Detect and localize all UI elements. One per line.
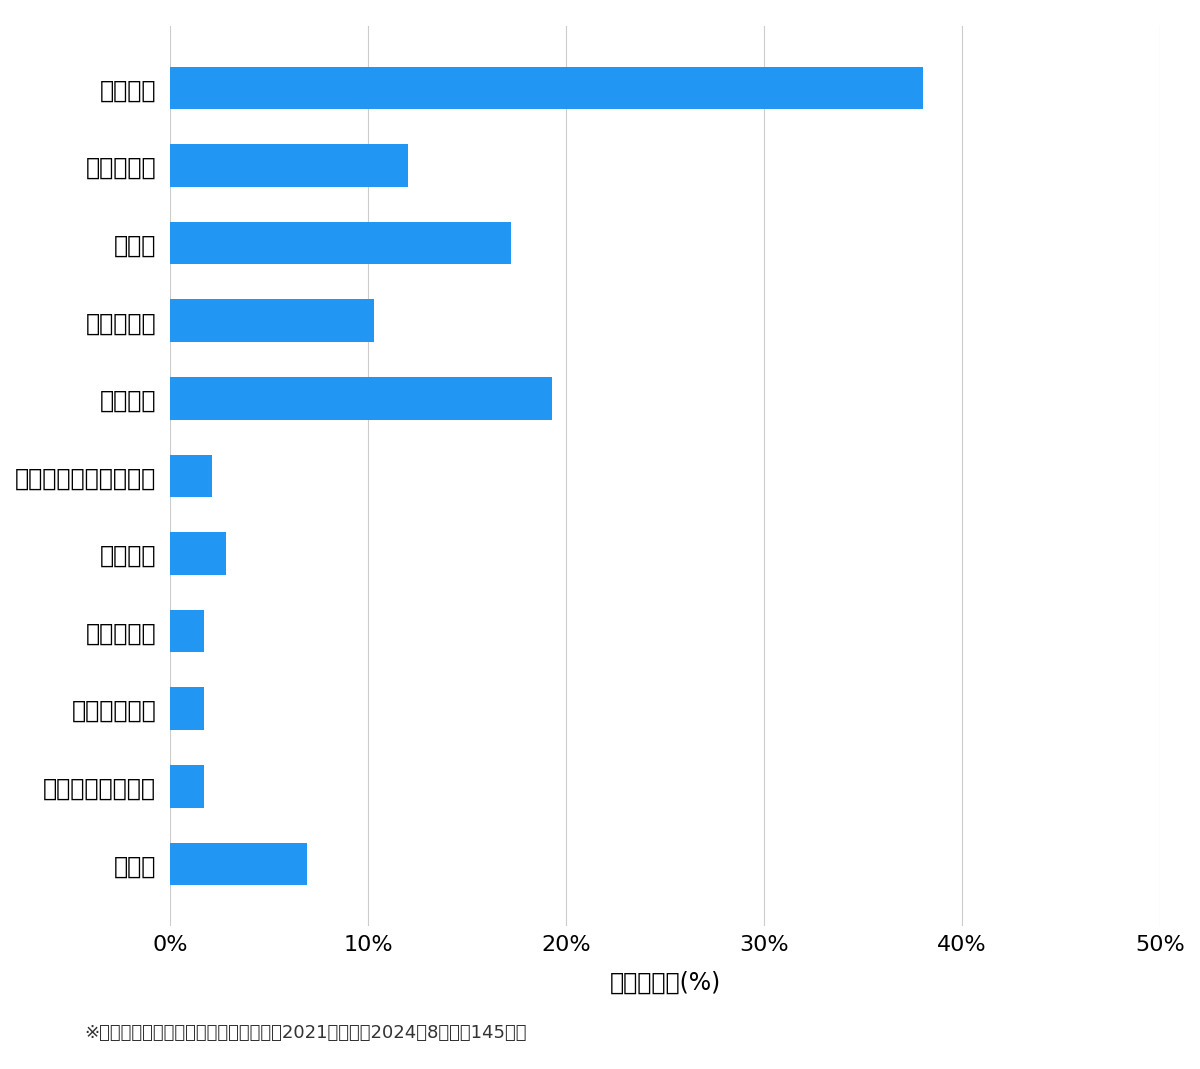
- Bar: [170, 609, 204, 652]
- Bar: [170, 765, 204, 808]
- Bar: [170, 299, 374, 342]
- Bar: [170, 532, 226, 575]
- Bar: [170, 842, 307, 885]
- Bar: [170, 377, 552, 420]
- Bar: [170, 66, 923, 109]
- Text: ※弊社受付の案件を対象に集計（期間：2021年１月～2024年8月、計145件）: ※弊社受付の案件を対象に集計（期間：2021年１月～2024年8月、計145件）: [84, 1024, 527, 1042]
- Bar: [170, 454, 211, 497]
- Bar: [170, 221, 511, 264]
- X-axis label: 件数の割合(%): 件数の割合(%): [610, 972, 721, 995]
- Bar: [170, 144, 408, 187]
- Bar: [170, 687, 204, 730]
